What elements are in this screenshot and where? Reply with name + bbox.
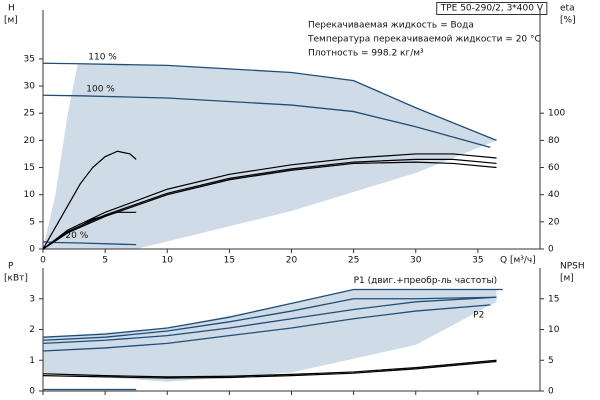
curve-label: 100 %: [86, 84, 115, 94]
y-axis-unit: [кВт]: [4, 274, 28, 284]
y-tick-label: 10: [24, 190, 36, 200]
y2-axis-title: NPSH: [560, 262, 585, 272]
x-tick-label: 30: [410, 256, 422, 266]
curve: [42, 288, 503, 338]
y-tick-label: 15: [24, 163, 35, 173]
y-tick-label: 35: [24, 54, 35, 64]
curve: [42, 296, 497, 341]
y2-tick-label: 0: [548, 245, 554, 255]
y2-tick-label: 0: [548, 387, 554, 397]
operating-area: [43, 63, 497, 250]
curve: [42, 304, 491, 352]
y-axis-title: H: [8, 4, 15, 14]
operating-area: [43, 289, 497, 382]
curve: [42, 241, 137, 246]
x-tick-label: 5: [102, 256, 108, 266]
y2-axis-title: eta: [560, 4, 575, 14]
curve: [42, 94, 491, 149]
chart-title: TPE 50-290/2, 3*400 V: [440, 4, 544, 14]
curve: [42, 150, 137, 250]
curve-label: 110 %: [88, 52, 117, 62]
y2-axis-unit: [%]: [560, 16, 576, 26]
y2-tick-label: 10: [548, 325, 560, 335]
y2-tick-label: 60: [548, 163, 560, 173]
x-tick-label: 25: [348, 256, 359, 266]
y2-tick-label: 15: [548, 294, 559, 304]
curve: [42, 161, 497, 250]
y-tick-label: 3: [29, 294, 35, 304]
curve: [42, 296, 497, 344]
curve-label: 20 %: [65, 231, 88, 241]
curve: [42, 153, 497, 250]
x-tick-label: 35: [472, 256, 483, 266]
y-tick-label: 1: [29, 356, 35, 366]
x-tick-label: 10: [162, 256, 174, 266]
y2-tick-label: 5: [548, 356, 554, 366]
y-tick-label: 5: [29, 217, 35, 227]
y-tick-label: 25: [24, 109, 35, 119]
annotation: Температура перекачиваемой жидкости = 20…: [307, 35, 541, 45]
curve: [42, 62, 497, 141]
y-axis-unit: [м]: [4, 16, 18, 26]
y2-tick-label: 100: [548, 109, 565, 119]
curve-label: P1 (двиг.+преобр-ль частоты): [354, 276, 498, 286]
x-axis-title: Q [м³/ч]: [500, 256, 536, 266]
x-tick-label: 15: [224, 256, 235, 266]
y2-tick-label: 20: [548, 217, 560, 227]
y-tick-label: 0: [29, 245, 35, 255]
curve: [42, 211, 137, 250]
y-tick-label: 30: [24, 82, 36, 92]
y2-tick-label: 40: [548, 190, 560, 200]
curve: [42, 360, 497, 379]
y-tick-label: 2: [29, 325, 35, 335]
y2-axis-unit: [м]: [560, 274, 574, 284]
x-tick-label: 20: [286, 256, 298, 266]
annotation: Перекачиваемая жидкость = Вода: [308, 21, 474, 31]
annotation: Плотность = 998.2 кг/м³: [308, 49, 424, 59]
y-axis-title: P: [8, 262, 14, 272]
curve: [42, 359, 497, 378]
curve-label: P2: [473, 310, 484, 320]
y2-tick-label: 80: [548, 136, 560, 146]
y-tick-label: 20: [24, 136, 36, 146]
y-tick-label: 0: [29, 387, 35, 397]
title-box: [436, 2, 548, 15]
x-tick-label: 0: [40, 256, 46, 266]
